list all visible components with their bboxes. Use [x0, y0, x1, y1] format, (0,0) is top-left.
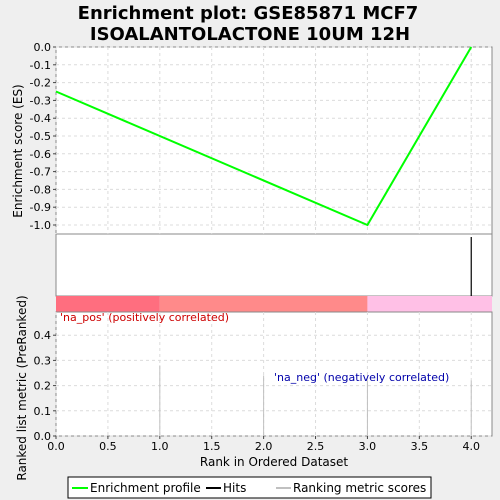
es-y-tick-label: -0.5: [30, 130, 51, 143]
color-bar-segment-2: [367, 296, 492, 312]
enrichment-profile-line: [55, 46, 473, 227]
x-tick-label: 0.5: [99, 440, 117, 453]
metric-y-tick-label: 0.3: [34, 354, 52, 367]
x-tick-label: 0.0: [47, 440, 65, 453]
es-y-tick-label: 0.0: [34, 41, 52, 54]
x-tick-label: 2.0: [255, 440, 273, 453]
es-panel: [55, 46, 493, 235]
metric-y-ticks: 0.0 0.1 0.2 0.3 0.4: [34, 329, 56, 443]
metric-y-tick-label: 0.0: [34, 430, 52, 443]
neg-correlated-label: 'na_neg' (negatively correlated): [274, 371, 449, 384]
x-tick-label: 1.5: [203, 440, 221, 453]
x-ticks: 0.0 0.5 1.0 1.5 2.0 2.5 3.0 3.5 4.0: [47, 436, 480, 453]
legend-box: [67, 476, 432, 499]
x-tick-label: 3.0: [359, 440, 377, 453]
chart-title-line2: ISOALANTOLACTONE 10UM 12H: [90, 24, 410, 45]
es-grid: [55, 46, 492, 234]
es-y-ticks: 0.0 -0.1 -0.2 -0.3 -0.4 -0.5 -0.6 -0.7 -0.8 -0.9 -…: [30, 41, 56, 232]
es-y-tick-label: -0.6: [30, 148, 51, 161]
metric-y-tick-label: 0.1: [34, 405, 52, 418]
chart-title-line1: Enrichment plot: GSE85871 MCF7: [78, 3, 419, 24]
x-axis-label: Rank in Ordered Dataset: [200, 455, 348, 469]
x-tick-label: 2.5: [307, 440, 325, 453]
metric-bars: [159, 365, 472, 436]
es-series: [55, 46, 473, 227]
metric-y-tick-label: 0.4: [34, 329, 52, 342]
es-y-tick-label: -0.3: [30, 94, 51, 107]
x-tick-label: 3.5: [411, 440, 429, 453]
x-tick-label: 1.0: [151, 440, 169, 453]
hits-panel: [55, 233, 493, 297]
es-y-tick-label: -0.4: [30, 112, 51, 125]
ranking-color-bar: [56, 296, 492, 312]
legend-label-hits: Hits: [223, 481, 246, 495]
es-y-tick-label: -0.9: [30, 201, 51, 214]
es-y-tick-label: -0.2: [30, 77, 51, 90]
pos-correlated-label: 'na_pos' (positively correlated): [60, 311, 229, 324]
metric-y-tick-label: 0.2: [34, 380, 52, 393]
es-y-axis-label: Enrichment score (ES): [11, 84, 25, 217]
es-y-tick-label: -0.8: [30, 183, 51, 196]
color-bar-segment-0: [56, 296, 160, 312]
x-tick-label: 4.0: [462, 440, 480, 453]
legend-label-metric: Ranking metric scores: [293, 481, 426, 495]
color-bar-segment-1: [159, 296, 368, 312]
es-y-tick-label: -1.0: [30, 219, 51, 232]
metric-y-axis-label: Ranked list metric (PreRanked): [15, 295, 29, 480]
es-y-tick-label: -0.1: [30, 59, 51, 72]
es-y-tick-label: -0.7: [30, 166, 51, 179]
legend-label-enrichment: Enrichment profile: [90, 481, 201, 495]
